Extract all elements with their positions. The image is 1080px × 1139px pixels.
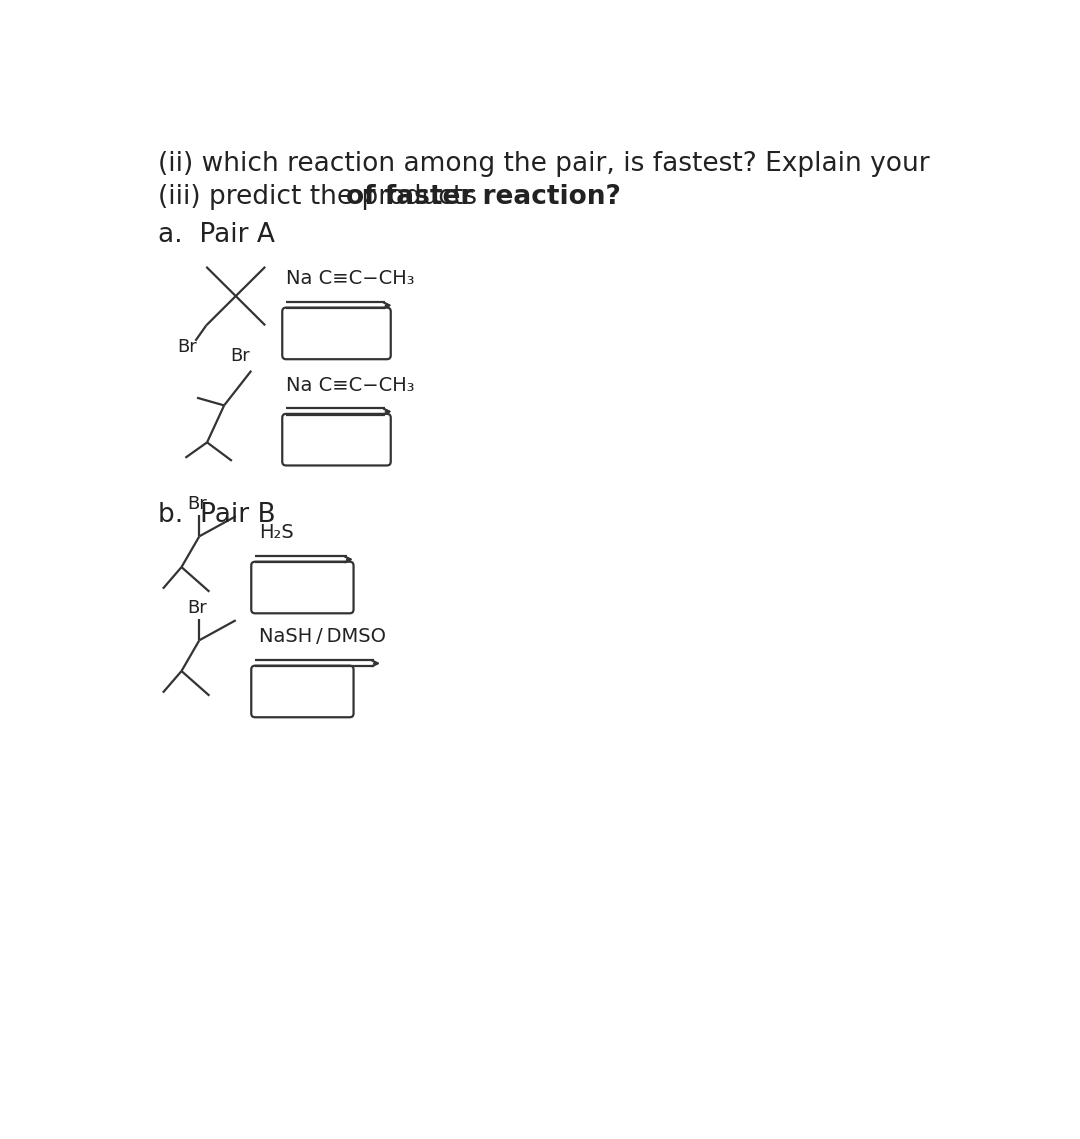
Text: a.  Pair A: a. Pair A [159,222,275,248]
Text: (iii) predict the products: (iii) predict the products [159,183,486,210]
Text: Br: Br [177,338,198,357]
Text: H₂S: H₂S [259,524,294,542]
Text: of faster reaction?: of faster reaction? [346,183,621,210]
FancyBboxPatch shape [252,665,353,718]
Text: Na C≡C−CH₃: Na C≡C−CH₃ [286,269,415,288]
Text: Br: Br [188,495,207,514]
FancyBboxPatch shape [282,308,391,359]
FancyBboxPatch shape [252,562,353,613]
Text: Br: Br [230,347,251,366]
Text: b.  Pair B: b. Pair B [159,501,275,527]
Text: NaSH / DMSO: NaSH / DMSO [259,628,386,647]
Text: (ii) which reaction among the pair, is fastest? Explain your: (ii) which reaction among the pair, is f… [159,151,930,178]
Text: Na C≡C−CH₃: Na C≡C−CH₃ [286,376,415,394]
FancyBboxPatch shape [282,413,391,466]
Text: Br: Br [188,599,207,617]
